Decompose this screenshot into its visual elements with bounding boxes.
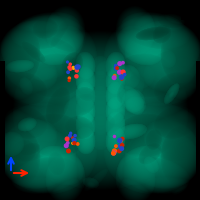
Circle shape — [67, 142, 69, 144]
Circle shape — [118, 138, 122, 143]
Circle shape — [75, 69, 78, 72]
Circle shape — [65, 137, 69, 141]
Circle shape — [121, 78, 123, 80]
Circle shape — [72, 66, 75, 69]
Circle shape — [67, 61, 68, 63]
Circle shape — [77, 65, 80, 68]
Circle shape — [72, 138, 76, 142]
Circle shape — [70, 132, 72, 134]
Circle shape — [119, 144, 122, 148]
Circle shape — [114, 66, 118, 70]
Circle shape — [118, 62, 122, 65]
Circle shape — [124, 74, 126, 76]
Circle shape — [120, 147, 123, 150]
Circle shape — [121, 144, 124, 147]
Circle shape — [112, 76, 116, 79]
Circle shape — [67, 71, 69, 73]
Circle shape — [76, 143, 79, 145]
Circle shape — [115, 145, 117, 147]
Circle shape — [68, 77, 70, 79]
Circle shape — [74, 135, 76, 137]
Circle shape — [116, 67, 118, 69]
Circle shape — [64, 144, 68, 148]
Circle shape — [72, 142, 74, 144]
Circle shape — [113, 74, 116, 77]
Circle shape — [115, 64, 117, 67]
Circle shape — [68, 66, 71, 69]
Circle shape — [75, 75, 78, 78]
Circle shape — [118, 70, 122, 74]
Circle shape — [72, 137, 74, 139]
Circle shape — [121, 137, 124, 140]
Circle shape — [69, 68, 72, 70]
Circle shape — [120, 140, 122, 142]
Circle shape — [75, 65, 79, 69]
Circle shape — [69, 134, 71, 137]
Circle shape — [112, 151, 116, 155]
Circle shape — [121, 70, 125, 74]
Circle shape — [122, 61, 124, 64]
Circle shape — [69, 63, 71, 65]
Circle shape — [118, 149, 121, 153]
Circle shape — [112, 152, 115, 155]
Circle shape — [68, 80, 70, 81]
Circle shape — [113, 135, 116, 138]
Circle shape — [67, 149, 70, 153]
Circle shape — [73, 142, 76, 145]
Circle shape — [112, 149, 116, 153]
Circle shape — [120, 75, 124, 79]
